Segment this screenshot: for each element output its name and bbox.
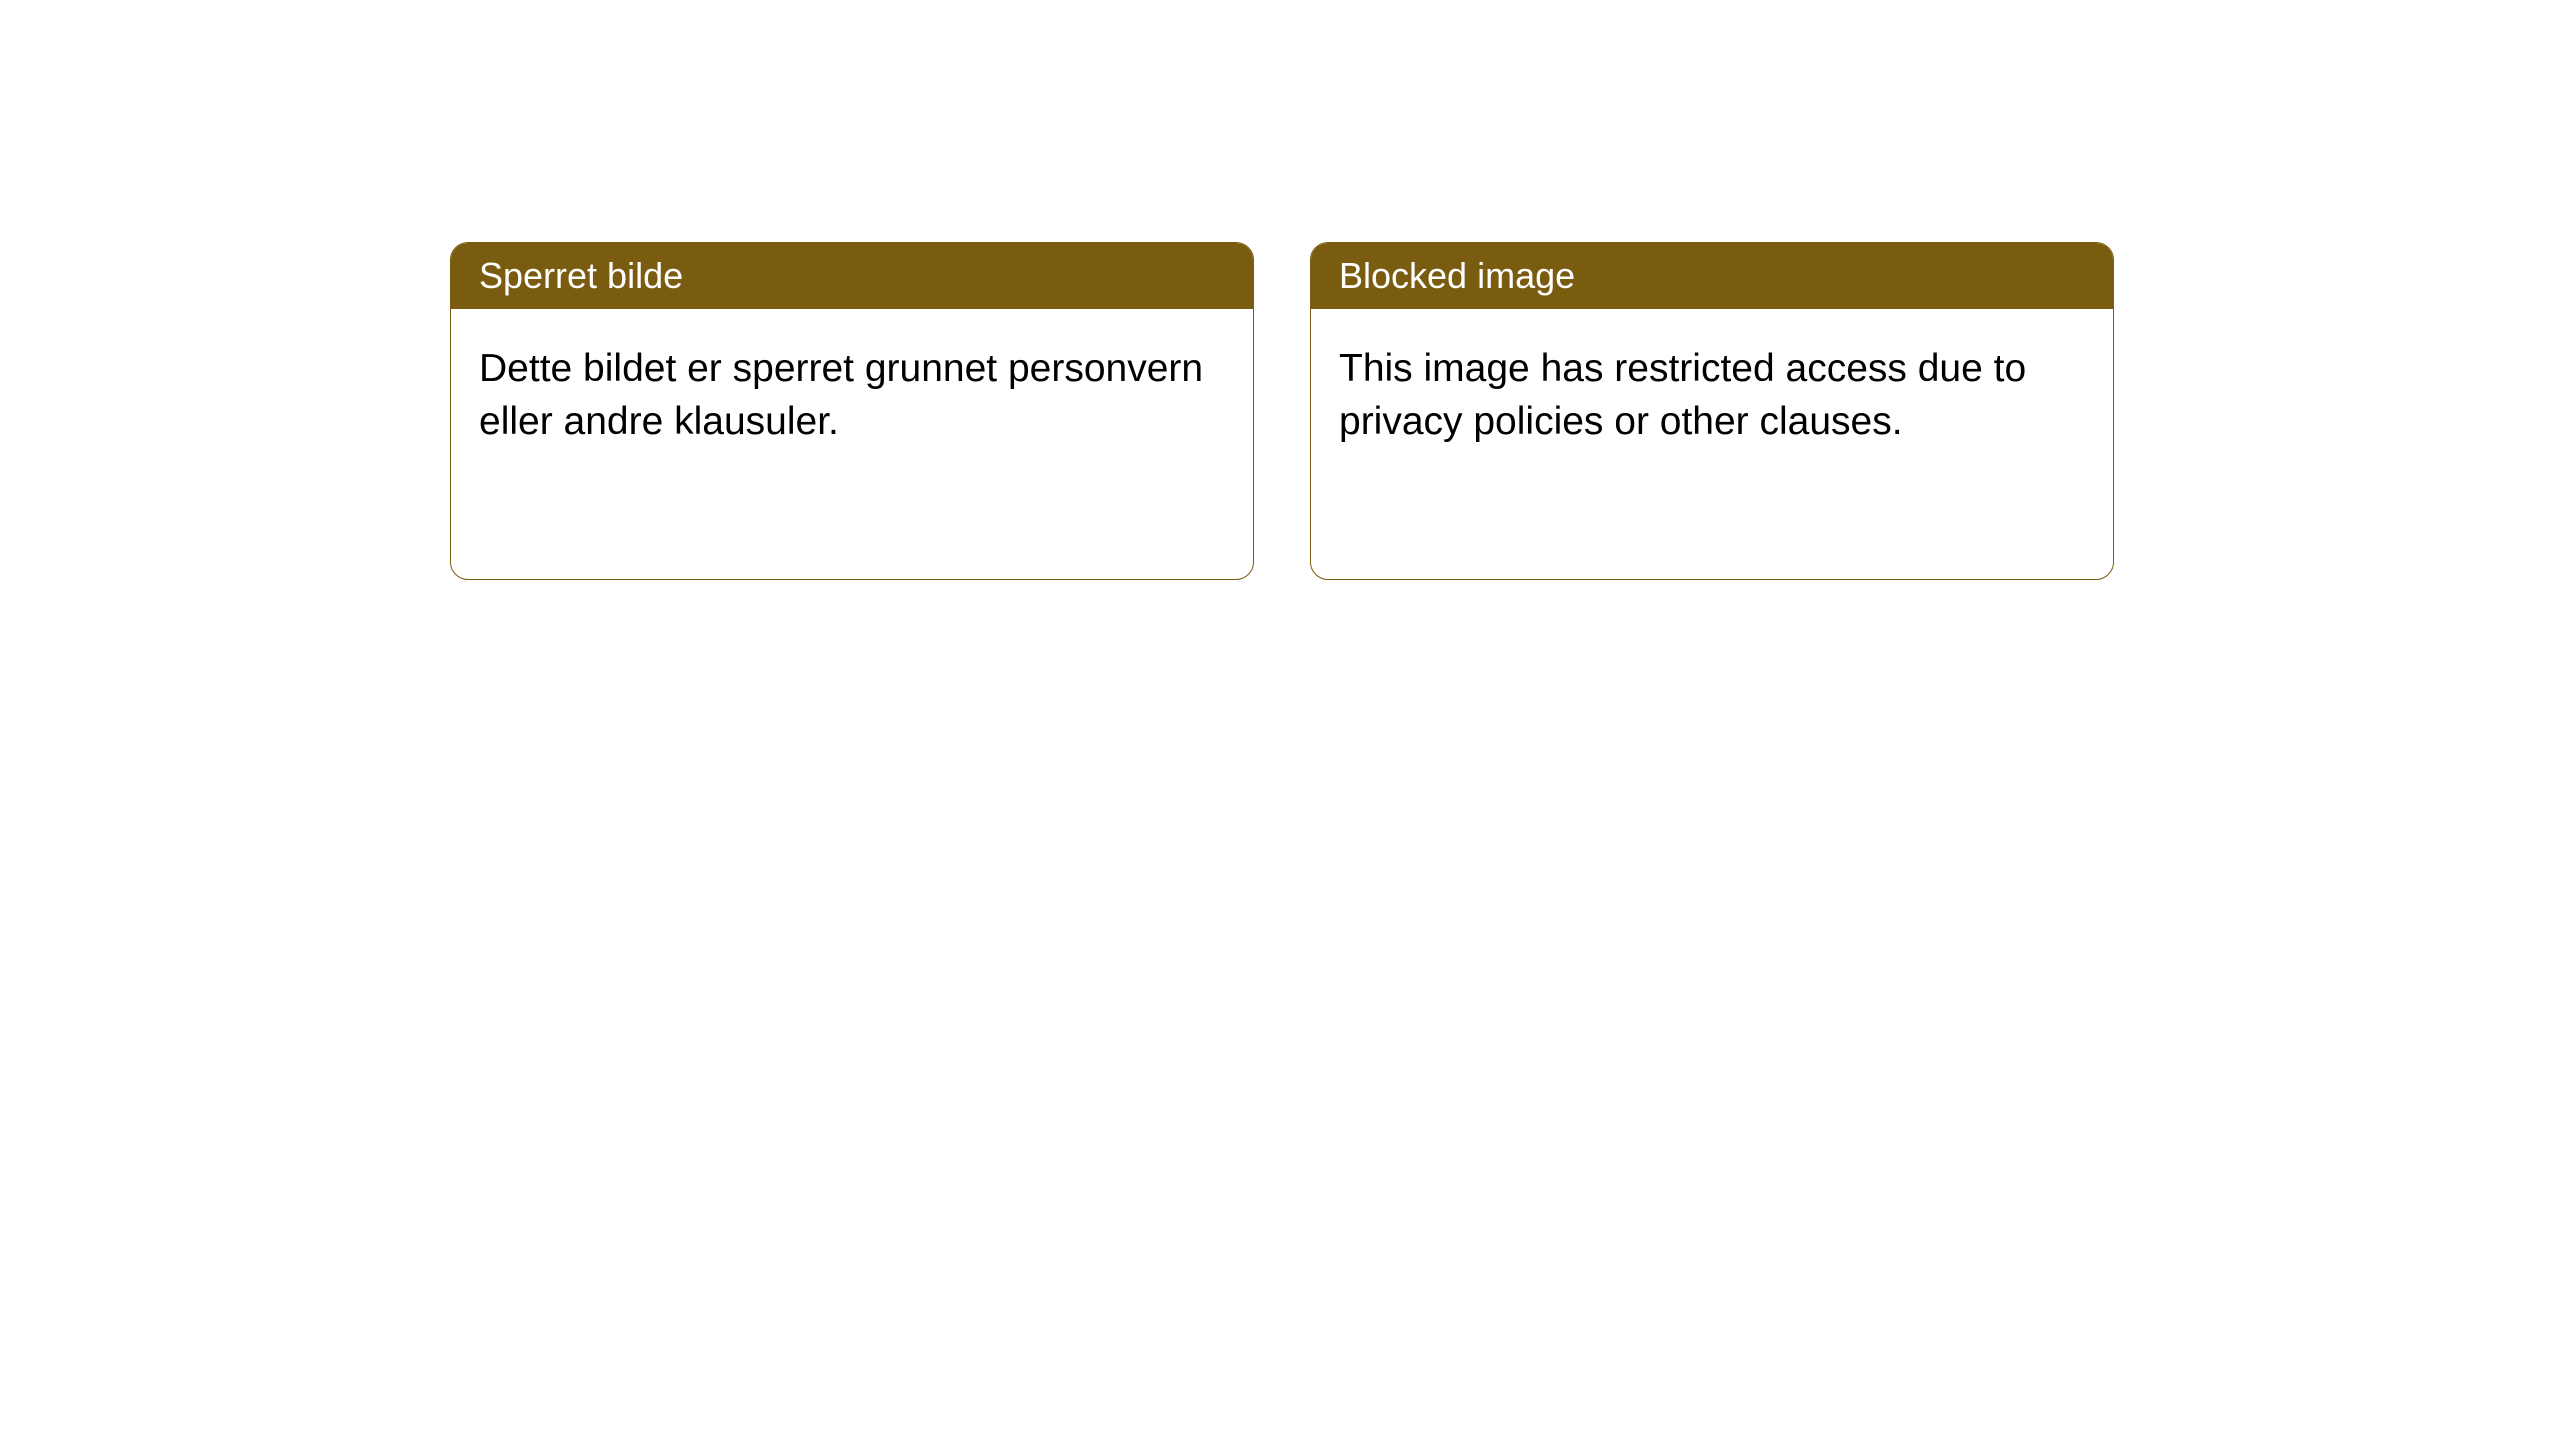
notice-container: Sperret bilde Dette bildet er sperret gr… xyxy=(0,0,2560,580)
notice-card-english: Blocked image This image has restricted … xyxy=(1310,242,2114,580)
notice-body-english: This image has restricted access due to … xyxy=(1311,309,2113,482)
notice-header-english: Blocked image xyxy=(1311,243,2113,309)
notice-header-norwegian: Sperret bilde xyxy=(451,243,1253,309)
notice-body-norwegian: Dette bildet er sperret grunnet personve… xyxy=(451,309,1253,482)
notice-card-norwegian: Sperret bilde Dette bildet er sperret gr… xyxy=(450,242,1254,580)
